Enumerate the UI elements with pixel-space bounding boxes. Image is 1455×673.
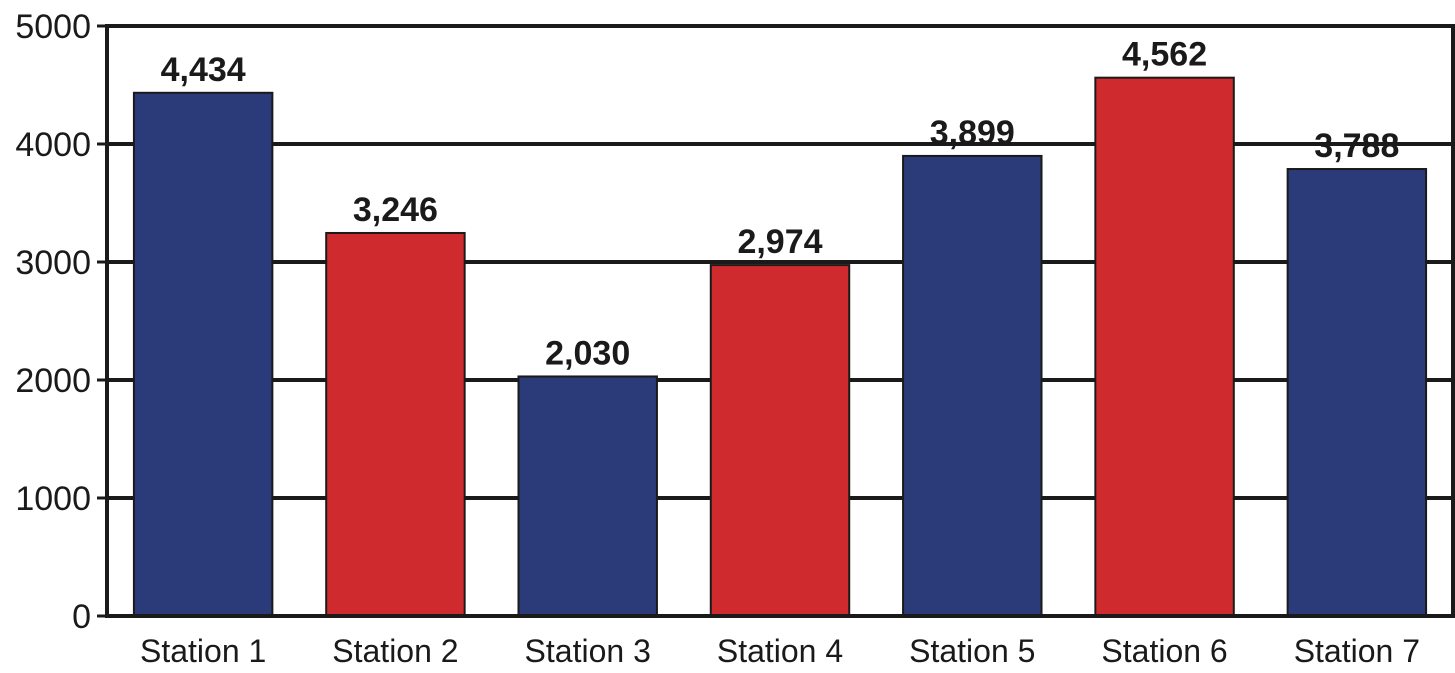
category-label-6: Station 6 <box>1101 633 1227 669</box>
category-label-3: Station 3 <box>525 633 651 669</box>
bar-6 <box>1094 76 1235 617</box>
category-label-7: Station 7 <box>1294 633 1420 669</box>
value-labels: 4,434 3,246 2,030 2,974 3,899 4,562 3,788 <box>161 36 1400 373</box>
bar-2 <box>325 231 466 618</box>
value-label-1: 4,434 <box>161 51 246 89</box>
y-tick-label: 0 <box>72 598 91 636</box>
category-label-5: Station 5 <box>909 633 1035 669</box>
category-label-4: Station 4 <box>717 633 843 669</box>
plot-frame <box>105 24 1455 618</box>
bar-1 <box>132 91 274 617</box>
bar-5 <box>902 154 1043 617</box>
value-label-7: 3,788 <box>1314 127 1399 165</box>
value-label-4: 2,974 <box>737 223 822 261</box>
y-tick-label: 1000 <box>15 480 91 518</box>
y-tick-label: 4000 <box>15 126 91 164</box>
bar-7 <box>1286 168 1428 618</box>
category-label-1: Station 1 <box>140 633 266 669</box>
value-label-6: 4,562 <box>1122 36 1207 74</box>
y-tick-label: 2000 <box>15 362 91 400</box>
y-tick-label: 3000 <box>15 244 91 282</box>
category-labels: Station 1 Station 2 Station 3 Station 4 Stat… <box>140 633 1420 669</box>
value-label-3: 2,030 <box>545 334 630 372</box>
bar-3 <box>517 375 658 617</box>
category-label-2: Station 2 <box>332 633 458 669</box>
y-tick-label: 5000 <box>15 8 91 46</box>
y-axis-ticks: 0 1000 2000 3000 4000 5000 <box>15 8 107 636</box>
bar-4 <box>709 264 851 617</box>
bars <box>132 76 1428 618</box>
value-label-2: 3,246 <box>353 191 438 229</box>
value-label-5: 3,899 <box>930 114 1015 152</box>
